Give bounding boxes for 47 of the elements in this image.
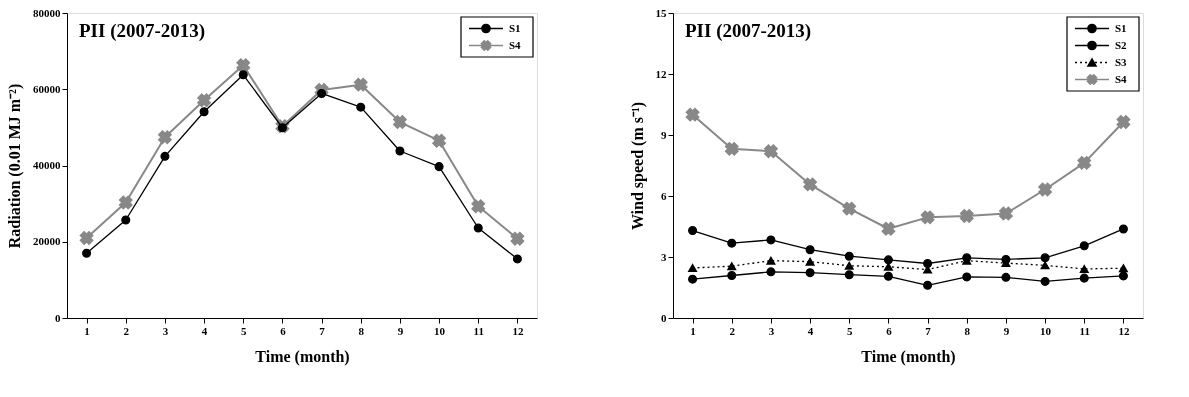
x-tick-label: 3 [162,324,169,337]
y-tick-label: 12 [655,67,667,80]
x-tick-label: 7 [319,324,326,337]
y-tick-label: 3 [661,250,667,263]
y-tick-label: 9 [661,128,667,141]
x-tick-label: 4 [807,324,814,337]
x-tick-label: 1 [690,324,696,337]
x-tick-label: 2 [729,324,736,337]
x-tick-label: 4 [201,324,208,337]
x-tick-label: 9 [397,324,404,337]
legend-label: S4 [509,38,522,51]
legend-label: S1 [1115,21,1127,34]
legend-label: S3 [1115,55,1128,68]
x-tick-label: 9 [1003,324,1010,337]
y-tick-label: 0 [55,311,61,324]
x-axis-title: Time (month) [255,347,350,366]
x-tick-label: 7 [925,324,932,337]
y-tick-label: 80000 [33,6,61,19]
x-tick-label: 8 [358,324,365,337]
x-tick-label: 12 [1118,324,1130,337]
x-tick-label: 5 [241,324,247,337]
x-tick-label: 5 [847,324,853,337]
x-axis-title: Time (month) [861,347,956,366]
x-tick-label: 3 [768,324,775,337]
x-tick-label: 12 [512,324,524,337]
x-tick-label: 10 [1040,324,1052,337]
y-tick-label: 20000 [33,235,61,248]
legend-label: S2 [1115,38,1128,51]
y-axis-title: Radiation (0.01 MJ m⁻²) [6,83,24,249]
x-tick-label: 6 [280,324,287,337]
y-tick-label: 0 [661,311,667,324]
x-tick-label: 2 [123,324,130,337]
x-tick-label: 6 [886,324,893,337]
legend-label: S4 [1115,72,1128,85]
x-tick-label: 1 [84,324,90,337]
legend-label: S1 [509,21,521,34]
x-tick-label: 8 [964,324,971,337]
x-tick-label: 11 [1079,324,1090,337]
y-tick-label: 40000 [33,159,61,171]
x-tick-label: 11 [473,324,484,337]
y-axis-title: Wind speed (m s⁻¹) [628,101,647,231]
y-tick-label: 15 [655,6,667,19]
x-tick-label: 10 [434,324,446,337]
y-tick-label: 60000 [33,82,61,95]
chart-title: PII (2007-2013) [685,20,812,42]
y-tick-label: 6 [661,189,667,202]
chart-title: PII (2007-2013) [79,20,206,42]
